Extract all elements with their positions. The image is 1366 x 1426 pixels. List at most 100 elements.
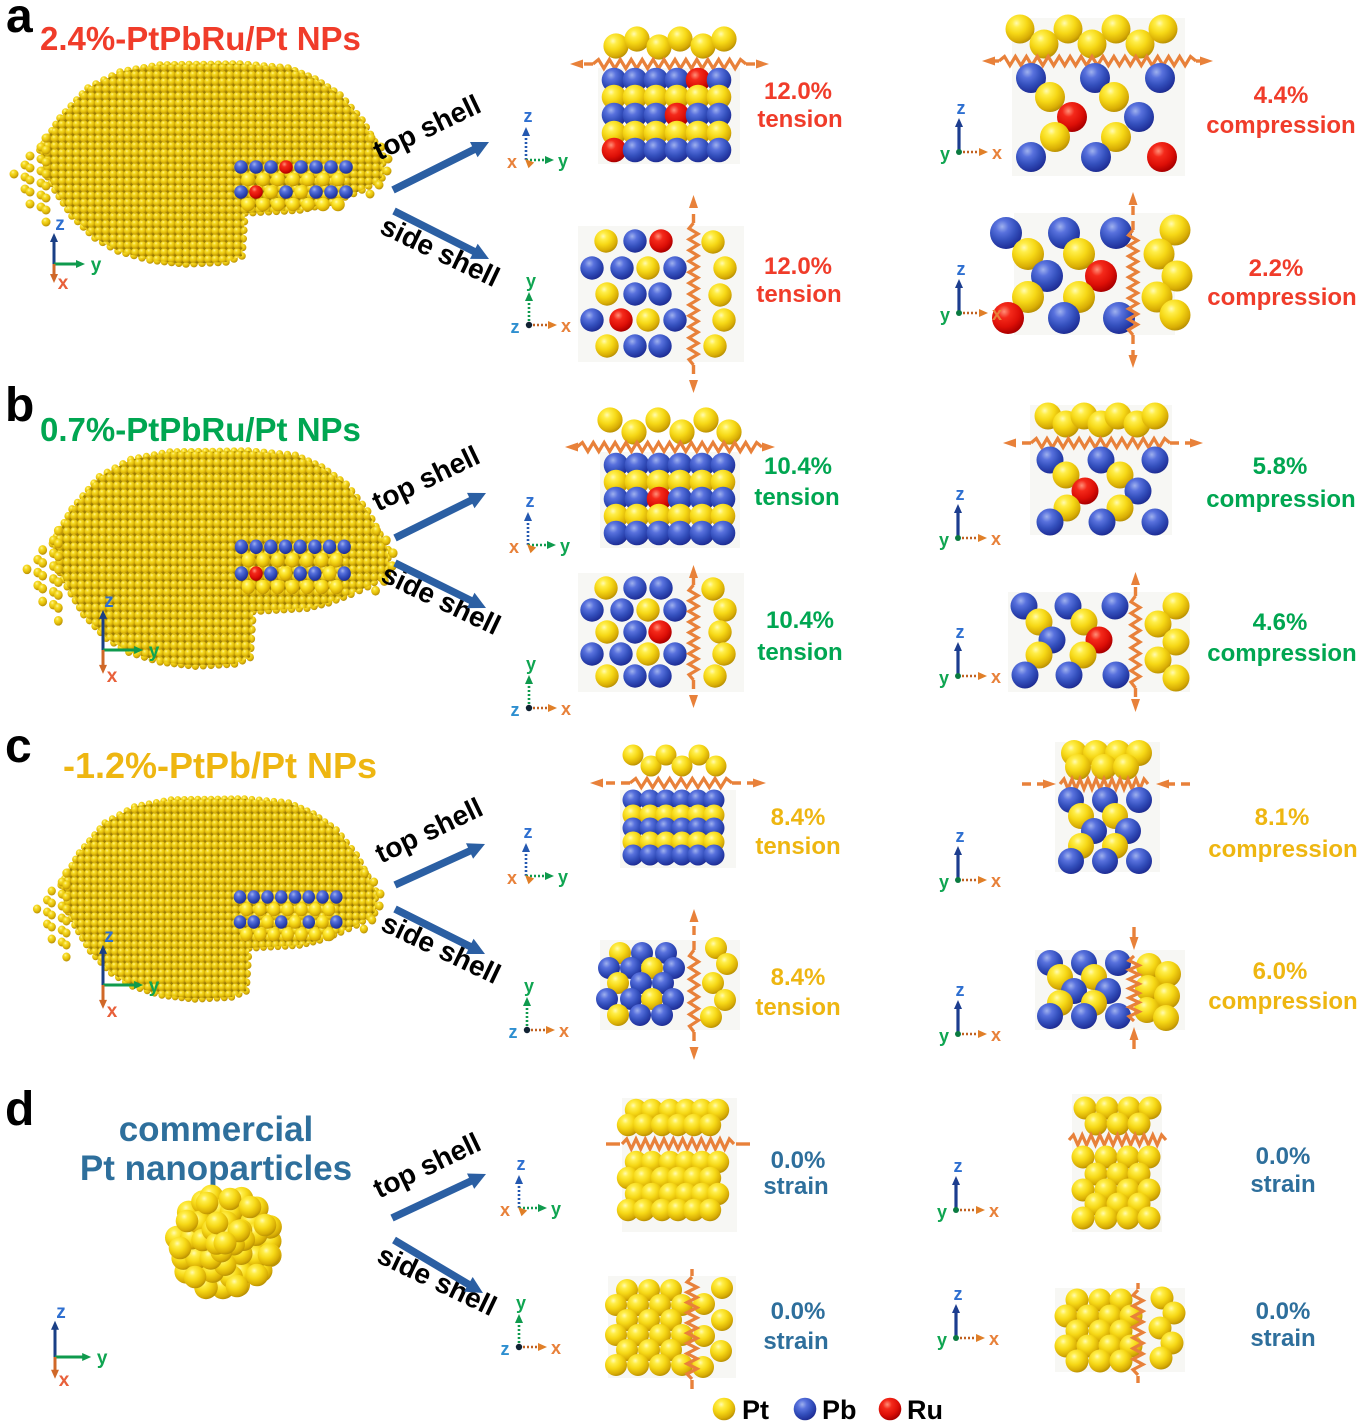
svg-text:0.0%: 0.0% bbox=[1256, 1143, 1311, 1170]
svg-text:tension: tension bbox=[757, 639, 842, 666]
svg-text:tension: tension bbox=[755, 833, 840, 860]
svg-text:y: y bbox=[558, 151, 568, 171]
svg-text:z: z bbox=[56, 1302, 66, 1323]
svg-text:4.4%: 4.4% bbox=[1254, 82, 1309, 109]
svg-text:y: y bbox=[149, 976, 160, 997]
svg-text:compression: compression bbox=[1208, 836, 1357, 863]
svg-text:z: z bbox=[104, 591, 114, 612]
svg-text:side shell: side shell bbox=[377, 558, 506, 641]
svg-text:x: x bbox=[561, 316, 571, 336]
svg-text:6.0%: 6.0% bbox=[1253, 958, 1308, 985]
svg-text:y: y bbox=[526, 654, 536, 674]
svg-text:z: z bbox=[957, 259, 966, 279]
svg-text:y: y bbox=[526, 271, 536, 291]
svg-text:y: y bbox=[149, 641, 160, 662]
svg-text:0.0%: 0.0% bbox=[771, 1147, 826, 1174]
svg-text:y: y bbox=[560, 536, 570, 556]
svg-text:c: c bbox=[5, 720, 32, 773]
svg-text:z: z bbox=[511, 317, 520, 337]
svg-text:y: y bbox=[524, 976, 534, 996]
svg-text:y: y bbox=[91, 255, 102, 276]
svg-text:compression: compression bbox=[1207, 640, 1356, 667]
svg-text:x: x bbox=[507, 152, 517, 172]
svg-text:x: x bbox=[107, 666, 118, 687]
svg-text:0.0%: 0.0% bbox=[1256, 1298, 1311, 1325]
svg-text:x: x bbox=[991, 871, 1001, 891]
svg-text:x: x bbox=[507, 868, 517, 888]
svg-text:x: x bbox=[992, 143, 1002, 163]
svg-text:8.4%: 8.4% bbox=[771, 804, 826, 831]
svg-text:2.4%-PtPbRu/Pt NPs: 2.4%-PtPbRu/Pt NPs bbox=[40, 20, 361, 57]
svg-text:x: x bbox=[991, 667, 1001, 687]
svg-text:y: y bbox=[939, 872, 949, 892]
svg-text:x: x bbox=[991, 529, 1001, 549]
svg-text:z: z bbox=[55, 214, 65, 235]
svg-text:z: z bbox=[517, 1154, 526, 1174]
svg-text:10.4%: 10.4% bbox=[766, 607, 834, 634]
svg-text:x: x bbox=[992, 304, 1002, 324]
svg-text:y: y bbox=[939, 530, 949, 550]
svg-text:x: x bbox=[58, 273, 69, 294]
svg-text:y: y bbox=[558, 867, 568, 887]
svg-text:z: z bbox=[954, 1284, 963, 1304]
svg-text:strain: strain bbox=[763, 1328, 828, 1355]
svg-text:2.2%: 2.2% bbox=[1249, 255, 1304, 282]
svg-text:a: a bbox=[6, 0, 33, 43]
svg-text:y: y bbox=[937, 1202, 947, 1222]
svg-text:tension: tension bbox=[756, 281, 841, 308]
svg-text:side shell: side shell bbox=[377, 907, 506, 990]
svg-text:x: x bbox=[561, 699, 571, 719]
svg-text:y: y bbox=[940, 305, 950, 325]
svg-text:strain: strain bbox=[1250, 1325, 1315, 1352]
svg-text:z: z bbox=[501, 1339, 510, 1359]
svg-text:12.0%: 12.0% bbox=[764, 78, 832, 105]
svg-text:tension: tension bbox=[757, 106, 842, 133]
svg-text:0.0%: 0.0% bbox=[771, 1298, 826, 1325]
svg-text:5.8%: 5.8% bbox=[1253, 453, 1308, 480]
svg-text:y: y bbox=[939, 1026, 949, 1046]
svg-text:Pt nanoparticles: Pt nanoparticles bbox=[80, 1149, 352, 1188]
svg-text:z: z bbox=[509, 1022, 518, 1042]
svg-text:compression: compression bbox=[1206, 486, 1355, 513]
svg-text:z: z bbox=[511, 700, 520, 720]
svg-text:x: x bbox=[991, 1025, 1001, 1045]
svg-text:z: z bbox=[956, 484, 965, 504]
svg-text:z: z bbox=[524, 106, 533, 126]
svg-text:z: z bbox=[956, 980, 965, 1000]
svg-text:b: b bbox=[5, 379, 34, 432]
svg-text:y: y bbox=[551, 1199, 561, 1219]
svg-text:-1.2%-PtPb/Pt NPs: -1.2%-PtPb/Pt NPs bbox=[63, 745, 377, 786]
svg-text:side shell: side shell bbox=[373, 1239, 502, 1322]
svg-text:8.4%: 8.4% bbox=[771, 964, 826, 991]
svg-text:compression: compression bbox=[1208, 988, 1357, 1015]
svg-text:top shell: top shell bbox=[370, 792, 487, 870]
svg-text:compression: compression bbox=[1206, 112, 1355, 139]
svg-text:z: z bbox=[104, 926, 114, 947]
svg-text:x: x bbox=[989, 1329, 999, 1349]
svg-text:4.6%: 4.6% bbox=[1253, 609, 1308, 636]
svg-text:strain: strain bbox=[1250, 1171, 1315, 1198]
svg-text:x: x bbox=[509, 537, 519, 557]
svg-text:y: y bbox=[940, 144, 950, 164]
svg-text:strain: strain bbox=[763, 1173, 828, 1200]
svg-text:z: z bbox=[956, 826, 965, 846]
svg-text:x: x bbox=[500, 1200, 510, 1220]
svg-text:x: x bbox=[59, 1370, 70, 1391]
svg-text:x: x bbox=[559, 1021, 569, 1041]
svg-text:y: y bbox=[939, 668, 949, 688]
svg-text:8.1%: 8.1% bbox=[1255, 804, 1310, 831]
svg-text:z: z bbox=[524, 822, 533, 842]
svg-text:compression: compression bbox=[1207, 284, 1356, 311]
svg-text:x: x bbox=[107, 1001, 118, 1022]
svg-text:commercial: commercial bbox=[119, 1110, 314, 1149]
svg-text:y: y bbox=[97, 1348, 108, 1369]
svg-text:x: x bbox=[551, 1338, 561, 1358]
svg-text:d: d bbox=[5, 1083, 34, 1136]
svg-text:0.7%-PtPbRu/Pt NPs: 0.7%-PtPbRu/Pt NPs bbox=[40, 411, 361, 448]
svg-text:12.0%: 12.0% bbox=[764, 253, 832, 280]
svg-text:Pt: Pt bbox=[742, 1395, 769, 1425]
svg-text:top shell: top shell bbox=[368, 1127, 485, 1205]
svg-text:y: y bbox=[937, 1330, 947, 1350]
svg-text:z: z bbox=[526, 491, 535, 511]
svg-text:tension: tension bbox=[754, 484, 839, 511]
